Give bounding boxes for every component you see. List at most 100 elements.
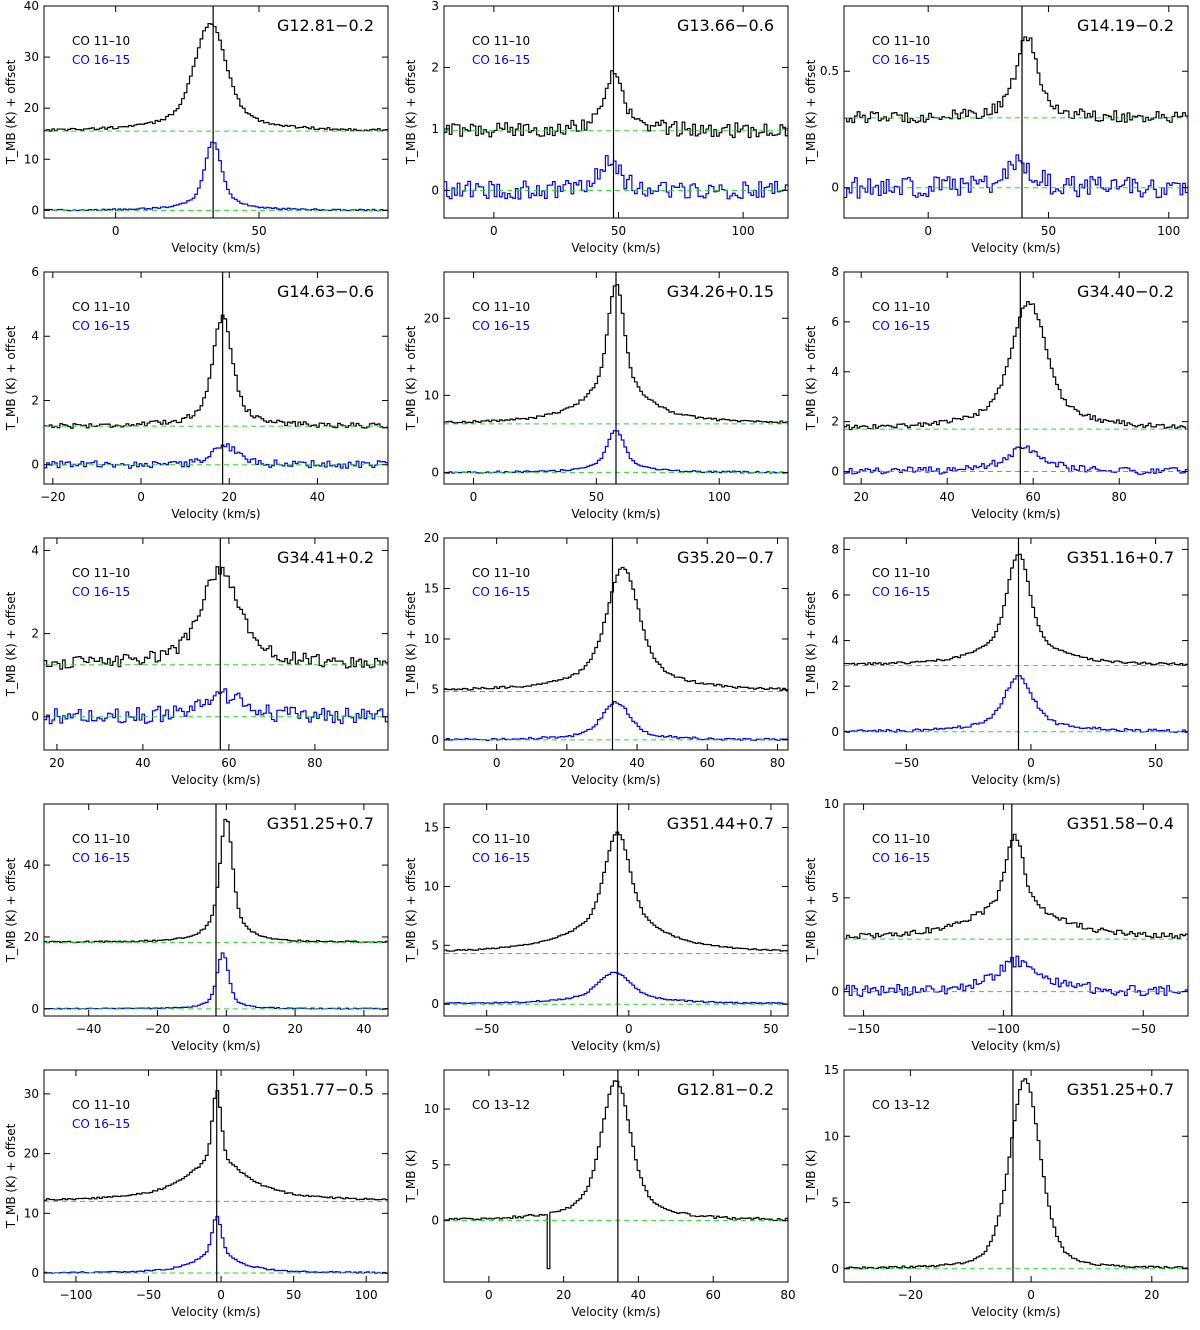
spectrum-chart-7: 20 40 60 80 0 2 4 Velocity (km/s) T_MB (K) + off…: [4, 537, 389, 787]
y-tick-label: 8: [831, 266, 839, 279]
plot-frame: [843, 537, 1189, 751]
y-tick-label: 20: [424, 311, 439, 325]
spectrum-panel-4: −20 0 20 40 0 2 4 6 Velocity (km/s) T_MB (K) + of…: [0, 266, 400, 532]
source-title: G351.25+0.7: [1067, 1080, 1174, 1099]
plot-frame: [843, 5, 1189, 219]
y-tick-label: 0: [31, 1002, 39, 1016]
source-title: G12.81−0.2: [677, 1080, 774, 1099]
x-tick-label: 0: [924, 224, 932, 238]
y-tick-label: 20: [24, 1147, 39, 1161]
y-axis-label: T_MB (K) + offset: [404, 325, 418, 431]
legend-entry-1: CO 11–10: [472, 832, 530, 846]
x-axis-label: Velocity (km/s): [571, 773, 660, 787]
series-line-1: [44, 566, 388, 670]
series-line-1: [844, 36, 1188, 124]
y-tick-label: 4: [831, 365, 839, 379]
series-line-2: [844, 955, 1188, 997]
spectrum-panel-15: −20 0 20 0 5 10 15 Velocity (km/s) T_MB (K) G351.…: [800, 1064, 1200, 1330]
spectrum-chart-1: 0 50 0 10 20 30 40 Velocity (km/s) T_MB (K) + of…: [4, 0, 389, 255]
x-tick-label: 0: [470, 490, 478, 504]
series-line-2: [444, 155, 788, 200]
series-line-1: [444, 70, 788, 139]
spectrum-chart-13: −100 −50 0 50 100 0 10 20 30 Velocity (km/s) T_MB …: [4, 1069, 389, 1319]
spectrum-chart-3: 0 50 100 0 0.5 Velocity (km/s) T_MB (K) + offs…: [804, 5, 1189, 255]
source-title: G12.81−0.2: [277, 16, 374, 35]
legend-entry-2: CO 16–15: [872, 53, 930, 67]
y-tick-label: 0: [831, 181, 839, 195]
series-line-1: [844, 301, 1188, 431]
y-axis-label: T_MB (K) + offset: [4, 1123, 18, 1229]
plot-frame: [843, 1069, 1189, 1283]
legend-entry-1: CO 11–10: [72, 34, 130, 48]
spectrum-chart-6: 20 40 60 80 0 2 4 6 8 Velocity (km/s) T_MB (K) + o…: [804, 266, 1189, 521]
y-tick-label: 20: [24, 101, 39, 115]
x-tick-label: 20: [49, 756, 64, 770]
x-tick-label: 0: [217, 1288, 225, 1302]
series-line-2: [444, 430, 788, 474]
legend-entry-1: CO 11–10: [72, 1098, 130, 1112]
y-tick-label: 6: [831, 588, 839, 602]
y-tick-label: 8: [831, 542, 839, 556]
x-tick-label: 60: [706, 1288, 721, 1302]
y-tick-label: 20: [424, 532, 439, 545]
y-tick-label: 2: [431, 60, 439, 74]
spectrum-chart-14: 0 20 40 60 80 0 5 10 Velocity (km/s) T_MB (K) G12.…: [404, 1069, 796, 1319]
series-line-2: [44, 141, 388, 212]
series-line-1: [844, 1078, 1188, 1270]
source-title: G14.63−0.6: [277, 282, 374, 301]
spectrum-chart-8: 0 20 40 60 80 0 5 10 15 20 Velocity (km/s) T_MB (K)…: [404, 532, 789, 787]
x-tick-label: 40: [629, 756, 644, 770]
x-tick-label: 0: [1027, 756, 1035, 770]
x-tick-label: 40: [135, 756, 150, 770]
plot-frame: [843, 803, 1189, 1017]
y-tick-label: 2: [831, 679, 839, 693]
y-tick-label: 2: [31, 393, 39, 407]
plot-frame: [43, 1069, 389, 1283]
plot-frame: [43, 5, 389, 219]
x-tick-label: −150: [847, 1022, 880, 1036]
x-axis-label: Velocity (km/s): [971, 241, 1060, 255]
x-tick-label: −50: [474, 1022, 499, 1036]
x-tick-label: 100: [1157, 224, 1180, 238]
series-line-1: [444, 831, 788, 952]
spectrum-chart-2: 0 50 100 0 1 2 3 Velocity (km/s) T_MB (K) + offs…: [404, 0, 789, 255]
x-axis-label: Velocity (km/s): [171, 1039, 260, 1053]
spectrum-chart-9: −50 0 50 0 2 4 6 8 Velocity (km/s) T_MB (K) + off…: [804, 537, 1189, 787]
legend-entry-2: CO 16–15: [472, 851, 530, 865]
y-tick-label: 5: [431, 1158, 439, 1172]
y-axis-label: T_MB (K) + offset: [804, 591, 818, 697]
series-line-1: [44, 22, 388, 132]
x-tick-label: −100: [987, 1022, 1020, 1036]
y-tick-label: 40: [24, 0, 39, 13]
y-tick-label: 15: [424, 581, 439, 595]
x-tick-label: 50: [286, 1288, 301, 1302]
y-tick-label: 3: [431, 0, 439, 13]
y-tick-label: 10: [824, 798, 839, 811]
y-axis-label: T_MB (K) + offset: [4, 857, 18, 963]
plot-frame: [443, 537, 789, 751]
legend-entry-1: CO 11–10: [872, 566, 930, 580]
plot-frame: [443, 271, 789, 485]
spectrum-panel-1: 0 50 0 10 20 30 40 Velocity (km/s) T_MB (K) + of…: [0, 0, 400, 266]
source-title: G13.66−0.6: [677, 16, 774, 35]
y-tick-label: 40: [24, 858, 39, 872]
y-axis-label: T_MB (K) + offset: [804, 857, 818, 963]
spectrum-panel-5: 0 50 100 0 10 20 Velocity (km/s) T_MB (K) + off…: [400, 266, 800, 532]
plot-frame: [43, 803, 389, 1017]
y-axis-label: T_MB (K) + offset: [4, 325, 18, 431]
y-tick-label: 2: [31, 627, 39, 641]
x-tick-label: −50: [1131, 1022, 1156, 1036]
spectrum-panel-6: 20 40 60 80 0 2 4 6 8 Velocity (km/s) T_MB (K) + o…: [800, 266, 1200, 532]
y-tick-label: 10: [424, 1102, 439, 1116]
legend-entry-2: CO 16–15: [472, 319, 530, 333]
y-tick-label: 4: [31, 329, 39, 343]
y-tick-label: 0: [831, 465, 839, 479]
y-tick-label: 0: [431, 465, 439, 479]
y-axis-label: T_MB (K) + offset: [804, 325, 818, 431]
x-tick-label: 40: [356, 1022, 371, 1036]
series-line-1: [844, 553, 1188, 666]
x-tick-label: 0: [137, 490, 145, 504]
spectrum-chart-11: −50 0 50 0 5 10 15 Velocity (km/s) T_MB (K) + of…: [404, 803, 789, 1053]
source-title: G34.41+0.2: [277, 548, 374, 567]
x-tick-label: 40: [940, 490, 955, 504]
